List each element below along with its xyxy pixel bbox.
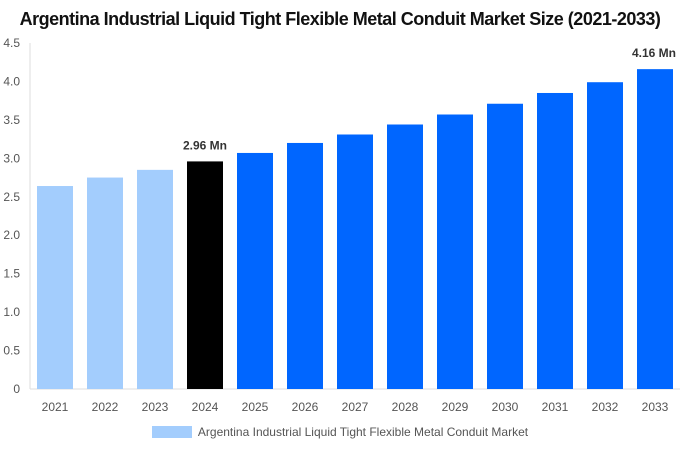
legend-label: Argentina Industrial Liquid Tight Flexib… [197, 425, 529, 439]
y-tick-label: 1.5 [3, 267, 20, 281]
bar-2029 [437, 114, 473, 390]
bar-2023 [137, 169, 173, 389]
x-tick-label: 2023 [142, 400, 169, 414]
y-tick-label: 0 [13, 382, 20, 396]
y-tick-label: 2.5 [3, 190, 20, 204]
chart-title: Argentina Industrial Liquid Tight Flexib… [19, 9, 661, 29]
data-label-2033: 4.16 Mn [632, 46, 676, 60]
x-tick-label: 2031 [542, 400, 569, 414]
x-tick-label: 2022 [92, 400, 119, 414]
bar-2021 [37, 186, 73, 389]
x-tick-label: 2021 [42, 400, 69, 414]
y-tick-label: 4.0 [3, 74, 20, 88]
x-tick-label: 2030 [492, 400, 519, 414]
bar-2031 [537, 92, 573, 389]
x-tick-label: 2026 [292, 400, 319, 414]
x-tick-label: 2032 [592, 400, 619, 414]
bar-2026 [287, 142, 323, 389]
x-tick-label: 2028 [392, 400, 419, 414]
x-tick-label: 2025 [242, 400, 269, 414]
y-tick-label: 3.5 [3, 113, 20, 127]
x-tick-label: 2029 [442, 400, 469, 414]
x-tick-label: 2027 [342, 400, 369, 414]
bar-2032 [587, 82, 623, 390]
y-tick-label: 2.0 [3, 228, 20, 242]
x-tick-label: 2024 [192, 400, 219, 414]
bar-2033 [637, 69, 673, 390]
y-tick-label: 4.5 [3, 36, 20, 50]
bar-2027 [337, 134, 373, 389]
y-tick-label: 3.0 [3, 151, 20, 165]
data-label-2024: 2.96 Mn [183, 138, 227, 152]
legend-swatch [151, 426, 192, 438]
legend: Argentina Industrial Liquid Tight Flexib… [0, 425, 680, 439]
bar-2025 [237, 152, 273, 389]
x-tick-label: 2033 [642, 400, 669, 414]
bar-2024 [187, 161, 223, 389]
y-tick-label: 0.5 [3, 344, 20, 358]
bar-2030 [487, 103, 523, 390]
bar-2022 [87, 177, 123, 389]
bar-2028 [387, 124, 423, 389]
y-tick-label: 1.0 [3, 305, 20, 319]
